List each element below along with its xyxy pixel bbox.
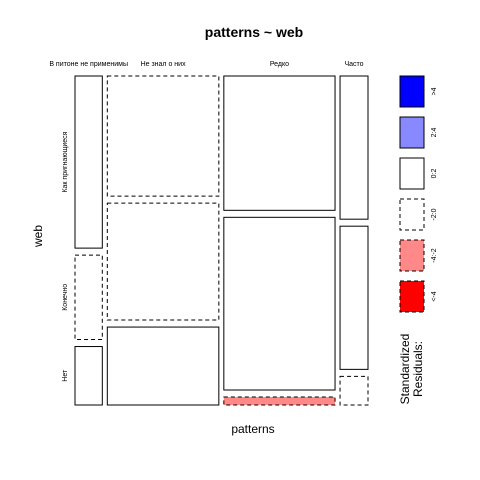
x-tick-label-4: Часто	[344, 61, 363, 68]
legend-swatch-6	[399, 280, 425, 313]
legend-label-5: -4:-2	[431, 248, 438, 263]
legend-swatch-1	[399, 75, 425, 108]
mosaic-cell-2-1	[106, 75, 220, 197]
mosaic-cell-1-1	[74, 75, 103, 249]
chart-title: patterns ~ web	[205, 24, 303, 40]
y-tick-label-1: Как пригнающиеся	[62, 131, 69, 192]
legend-swatch-5	[399, 239, 425, 272]
legend-label-1: >4	[431, 87, 438, 95]
y-axis-title: web	[31, 225, 45, 248]
legend-title-line-1: Standardized	[398, 334, 412, 405]
mosaic-cell-1-2	[74, 254, 103, 341]
x-tick-label-1: В питоне не применимы	[49, 61, 128, 68]
mosaic-cell-4-3	[339, 375, 369, 406]
legend-label-2: 2:4	[431, 128, 438, 138]
x-tick-label-3: Редко	[270, 61, 289, 68]
mosaic-cell-3-3	[223, 396, 336, 406]
mosaic-cell-1-3	[74, 346, 103, 406]
legend-swatch-2	[399, 116, 425, 149]
mosaic-cell-3-1	[223, 75, 336, 211]
x-tick-label-2: Не знал о них	[141, 61, 187, 68]
mosaic-cell-4-2	[339, 225, 369, 370]
mosaic-cell-3-2	[223, 216, 336, 391]
legend-label-4: -2:0	[431, 208, 438, 220]
x-axis-title: patterns	[231, 422, 274, 436]
mosaic-cell-2-2	[106, 202, 220, 321]
legend-label-3: 0:2	[431, 169, 438, 179]
legend-swatch-4	[399, 198, 425, 231]
legend-title-line-2: Residuals:	[411, 341, 425, 397]
y-tick-label-2: Конечно	[62, 284, 69, 311]
mosaic-cell-4-1	[339, 75, 369, 220]
y-tick-label-3: Нет	[62, 369, 69, 382]
mosaic-cell-2-3	[106, 326, 220, 406]
legend-label-6: <-4	[431, 291, 438, 301]
legend-swatch-3	[399, 157, 425, 190]
